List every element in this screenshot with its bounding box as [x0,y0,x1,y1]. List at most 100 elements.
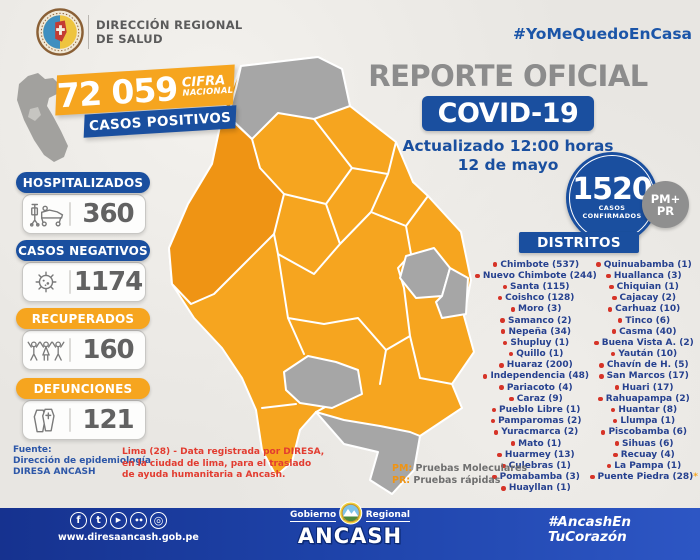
instagram-icon[interactable]: ◎ [150,512,167,529]
district-item: Caraz (9) [476,393,596,404]
gov-word-gobierno: Gobierno [290,510,337,522]
bullet-icon [499,363,504,368]
org-name-line2: DE SALUD [96,31,163,46]
district-item: Huallanca (3) [588,270,700,281]
card-divider [69,408,71,432]
card-divider [69,202,71,226]
district-item: Independencia (48) [476,371,596,382]
report-date: 12 de mayo [457,156,559,174]
org-name: DIRECCIÓN REGIONAL DE SALUD [96,18,243,46]
district-item: Buena Vista A. (2) [588,337,700,348]
district-item: Huantar (8) [588,404,700,415]
district-item: Quillo (1) [476,349,596,360]
card-divider [69,338,71,362]
bullet-icon [509,396,514,402]
recovered-people-icon [23,338,69,363]
districts-column-left: Chimbote (537) Nuevo Chimbote (244) Santa … [475,259,597,494]
district-item: Tinco (6) [588,315,700,326]
national-cases-figure: 72 059 [55,68,179,115]
bullet-icon [599,374,604,379]
flickr-icon[interactable]: •• [130,512,147,529]
district-item: La Pampa (1) [588,460,700,471]
diresa-seal-logo [36,8,84,56]
district-item: Huari (17) [588,382,700,393]
hospitalized-card: 360 [22,194,146,234]
hospitalized-pill: HOSPITALIZADOS [16,172,150,193]
district-item: Pomabamba (3) [476,472,596,483]
district-item: Casma (40) [588,326,700,337]
district-item: Mato (1) [476,438,596,449]
deaths-card: 121 [22,400,146,440]
hospitalized-value: 360 [82,199,134,229]
bullet-icon [500,318,505,323]
district-item: Chavín de H. (5) [588,360,700,371]
pm-pr-badge: PM+ PR [642,181,689,228]
bullet-icon [492,262,498,267]
map-gray-district-east2 [435,267,469,319]
district-item: Samanco (2) [476,315,596,326]
twitter-icon[interactable]: t [90,512,107,529]
bullet-icon [612,295,617,301]
district-item: Llumpa (1) [588,416,700,427]
bullet-icon [491,407,497,413]
bullet-icon [590,474,595,480]
bullet-icon [613,452,618,458]
bullet-icon [617,318,623,323]
district-item: Chimbote (537) [476,259,596,270]
deaths-value: 121 [82,405,134,435]
bullet-icon [600,430,606,435]
district-item: Recuay (4) [588,449,700,460]
facebook-icon[interactable]: f [70,512,87,529]
district-item: Nuevo Chimbote (244) [475,270,597,281]
covid19-banner: COVID-19 [422,96,594,131]
ancash-hashtag: #AncashEn TuCorazón [548,514,632,545]
district-item: Carhuaz (10) [588,304,700,315]
bullet-icon [510,307,516,312]
bullet-icon [501,486,506,491]
district-item: Santa (115) [476,281,596,292]
bullet-icon [475,273,480,279]
bullet-icon [611,329,617,334]
map-gray-district-south [315,411,421,495]
bullet-icon [493,430,499,435]
recovered-card: 160 [22,330,146,370]
bullet-icon [497,452,502,458]
ancash-emblem-icon [339,501,363,525]
youtube-icon[interactable]: ▶ [110,512,127,529]
district-item: Quinuabamba (1) [588,259,700,270]
bullet-icon [610,407,616,413]
district-item: Culebras (1) [476,460,596,471]
district-item: Rahuapampa (2) [588,393,700,404]
bullet-icon [502,284,507,290]
source-note: Fuente: Dirección de epidemiología DIRES… [13,445,151,477]
bullet-icon [606,463,612,469]
card-divider [69,270,71,294]
recovered-pill: RECUPERADOS [16,308,150,329]
bullet-icon [482,374,488,379]
negative-cases-card: 1174 [22,262,146,302]
district-item: Coishco (128) [476,293,596,304]
gov-word-regional: Regional [365,510,410,522]
bullet-icon [607,307,613,312]
district-item: Pueblo Libre (1) [476,404,596,415]
negative-cases-value: 1174 [73,267,143,297]
district-item: Nepeña (34) [476,326,596,337]
map-district-borders [261,118,453,413]
org-name-line1: DIRECCIÓN REGIONAL [96,18,243,32]
bullet-icon [502,340,508,346]
district-item: Yuracmarca (2) [476,427,596,438]
bullet-icon [598,396,603,402]
bullet-icon [614,385,620,390]
lima-note: Lima (28) - Data registrada por DIRESA, … [122,447,325,480]
stay-home-hashtag: #YoMeQuedoEnCasa [513,25,692,43]
coffin-icon [23,407,69,434]
district-item: Pariacoto (4) [476,382,596,393]
website-link[interactable]: www.diresaancash.gob.pe [58,532,199,543]
gov-name-ancash: ANCASH [297,524,403,548]
bullet-icon [599,363,604,368]
national-figure-label: CIFRA NACIONAL [181,72,234,98]
social-icons: f t ▶ •• ◎ [70,512,167,529]
district-item: Sihuas (6) [588,438,700,449]
map-region-west [168,111,285,305]
